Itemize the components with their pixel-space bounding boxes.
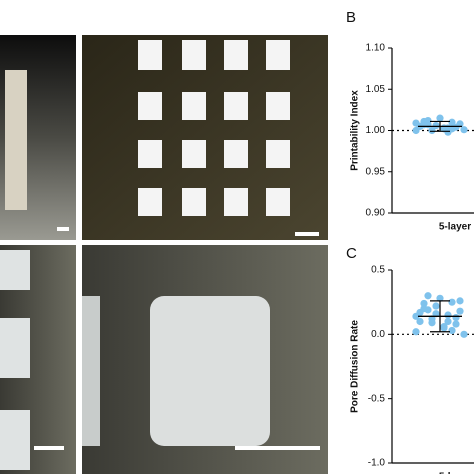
data-point — [432, 310, 440, 318]
y-tick-label: -0.5 — [368, 393, 386, 404]
data-point — [448, 118, 456, 126]
data-point — [460, 126, 468, 134]
data-point — [428, 319, 436, 327]
photo-top-right — [82, 35, 328, 240]
data-point — [456, 307, 464, 315]
data-point — [432, 121, 440, 130]
y-tick-label: -1.0 — [368, 458, 386, 469]
x-tick-label: 5-layer — [439, 472, 471, 474]
data-point — [420, 299, 428, 308]
data-point — [448, 298, 456, 306]
y-tick-label: 0.0 — [371, 329, 385, 340]
data-point — [440, 323, 448, 331]
data-point — [448, 125, 456, 133]
error-bar — [430, 300, 450, 333]
data-point — [424, 292, 432, 300]
data-point — [448, 326, 456, 335]
y-axis-label: Printability Index — [350, 90, 361, 171]
data-point — [460, 330, 468, 338]
data-point — [424, 306, 432, 314]
photo-bottom-right — [82, 245, 328, 474]
data-point — [452, 320, 460, 328]
y-tick-label: 0.90 — [366, 208, 386, 219]
data-point — [436, 114, 444, 122]
data-point — [416, 317, 424, 326]
error-bar — [430, 120, 450, 132]
photo-bottom-left — [0, 245, 76, 474]
x-tick-label: 5-layer — [439, 222, 471, 233]
data-point — [452, 314, 460, 322]
y-tick-label: 0.95 — [366, 166, 386, 177]
data-point — [456, 297, 464, 305]
data-point — [444, 311, 452, 319]
data-point — [436, 294, 444, 302]
data-point — [428, 126, 436, 135]
y-axis-label: Pore Diffusion Rate — [350, 320, 361, 413]
data-point — [416, 308, 424, 317]
data-point — [444, 317, 452, 326]
y-tick-label: 0.5 — [371, 265, 385, 276]
data-point — [432, 302, 440, 310]
y-tick-label: 1.00 — [366, 125, 386, 136]
photo-top-left — [0, 35, 76, 240]
y-tick-label: 1.10 — [366, 43, 386, 54]
data-point — [424, 121, 432, 129]
y-tick-label: 1.05 — [366, 84, 386, 95]
panel-label: B — [346, 9, 356, 26]
data-point — [412, 328, 420, 336]
data-point — [456, 120, 464, 128]
panel-label: C — [346, 245, 357, 262]
